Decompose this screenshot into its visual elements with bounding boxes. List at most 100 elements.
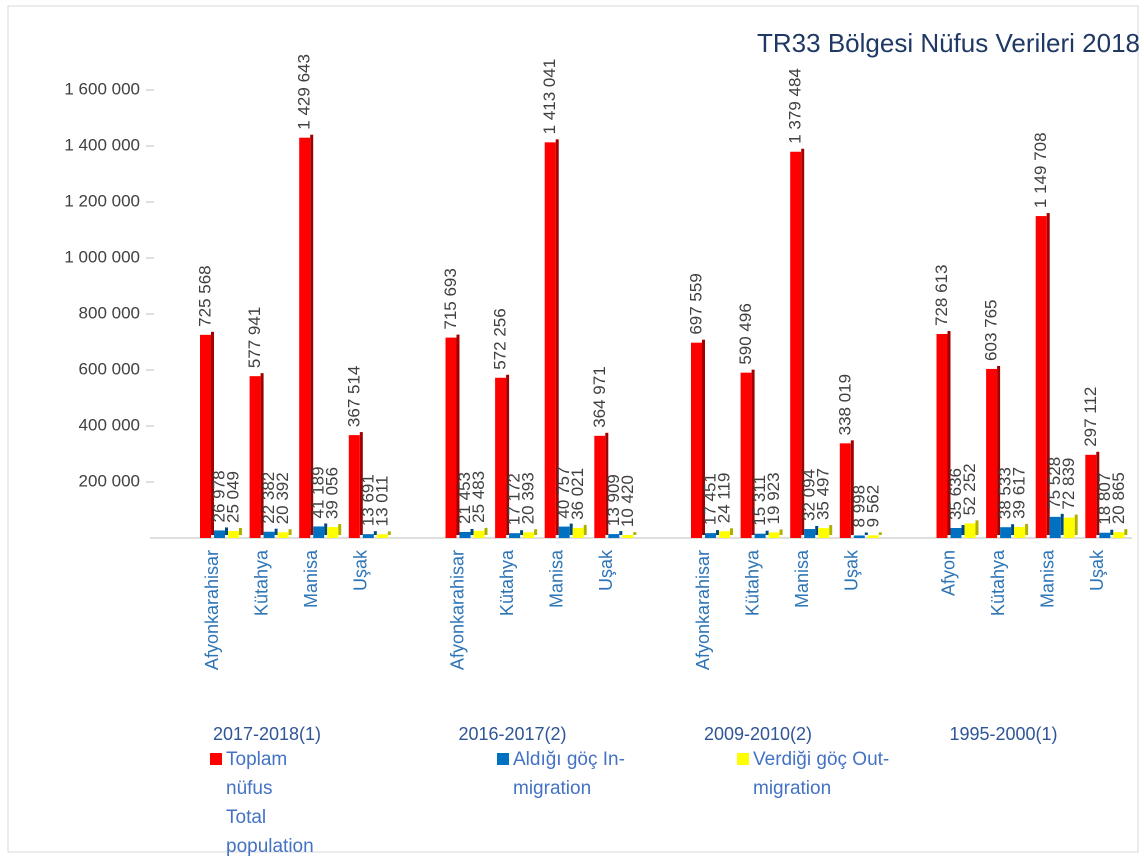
data-label: 26 978 bbox=[209, 470, 228, 522]
bar bbox=[523, 532, 535, 538]
chart-title: TR33 Bölgesi Nüfus Verileri 2018 bbox=[757, 28, 1140, 58]
bar-side bbox=[779, 529, 783, 535]
data-label: 725 568 bbox=[195, 265, 214, 326]
x-tick-label: Afyonkarahisar bbox=[693, 550, 713, 670]
bar-side bbox=[633, 532, 637, 535]
bar bbox=[313, 526, 325, 538]
data-label: 20 865 bbox=[1109, 472, 1128, 524]
y-tick-label: 1 000 000 bbox=[64, 247, 140, 266]
x-tick-label: Uşak bbox=[1087, 549, 1107, 591]
data-label: 72 839 bbox=[1059, 458, 1078, 510]
bar bbox=[445, 337, 457, 538]
data-label: 17 172 bbox=[505, 473, 524, 525]
bar bbox=[299, 137, 311, 539]
bar-side bbox=[1060, 513, 1064, 535]
bar-side bbox=[1110, 529, 1114, 535]
bar-side bbox=[211, 331, 214, 535]
bar bbox=[608, 534, 620, 538]
data-label: 36 021 bbox=[568, 468, 587, 520]
bar-side bbox=[1124, 529, 1128, 535]
bar bbox=[473, 530, 485, 538]
bar bbox=[804, 529, 816, 538]
bar bbox=[509, 533, 521, 538]
bar-side bbox=[506, 374, 510, 535]
bar bbox=[594, 435, 606, 538]
data-label: 13 691 bbox=[358, 474, 377, 526]
data-label: 25 049 bbox=[223, 471, 242, 523]
bar bbox=[719, 531, 730, 538]
data-label: 39 056 bbox=[323, 467, 342, 519]
data-label: 35 636 bbox=[946, 468, 965, 520]
data-label: 32 094 bbox=[800, 469, 819, 521]
bar-side bbox=[1046, 213, 1050, 535]
data-label: 577 941 bbox=[245, 307, 264, 368]
bar bbox=[754, 533, 766, 538]
bar bbox=[853, 535, 865, 538]
data-label: 697 559 bbox=[686, 273, 705, 334]
x-tick-label: Manisa bbox=[792, 549, 812, 608]
bar-side bbox=[456, 334, 460, 535]
bar bbox=[263, 531, 275, 538]
data-label: 1 429 643 bbox=[295, 54, 314, 130]
y-tick-label: 1 200 000 bbox=[64, 191, 140, 210]
bar bbox=[277, 532, 289, 538]
bar bbox=[964, 523, 976, 538]
x-tick-label: Manisa bbox=[1037, 549, 1057, 608]
bar-side bbox=[815, 526, 819, 535]
data-label: 338 019 bbox=[835, 374, 854, 435]
data-label: 13 909 bbox=[604, 474, 623, 526]
bar-side bbox=[1011, 524, 1015, 535]
bar-side bbox=[1096, 451, 1100, 535]
bar-side bbox=[310, 134, 314, 536]
bar bbox=[459, 531, 471, 538]
legend-label: Verdiği göç Out-migration bbox=[753, 749, 890, 799]
bar bbox=[495, 377, 507, 538]
x-tick-label: Kütahya bbox=[251, 549, 271, 616]
data-label: 1 379 484 bbox=[786, 68, 805, 144]
bar bbox=[1014, 526, 1026, 538]
data-label: 40 757 bbox=[554, 467, 573, 519]
chart-border bbox=[7, 5, 1139, 853]
bar-side bbox=[484, 527, 488, 535]
bar bbox=[1085, 454, 1097, 538]
data-label: 17 451 bbox=[700, 473, 719, 525]
bar-side bbox=[997, 365, 1001, 535]
y-tick-label: 1 400 000 bbox=[64, 135, 140, 154]
group-label: 2016-2017(2) bbox=[458, 724, 566, 744]
legend-swatch bbox=[737, 753, 749, 765]
bar-side bbox=[359, 432, 363, 535]
x-tick-label: Afyon bbox=[938, 550, 958, 596]
bar-side bbox=[730, 528, 733, 535]
x-tick-label: Kütahya bbox=[988, 549, 1008, 616]
bar bbox=[1035, 216, 1047, 538]
bar bbox=[1049, 516, 1061, 538]
data-label: 21 453 bbox=[455, 472, 474, 524]
bar bbox=[1099, 532, 1111, 538]
legend-item: Aldığı göç In-migration bbox=[497, 745, 663, 803]
bar bbox=[950, 528, 962, 538]
x-tick-label: Manisa bbox=[546, 549, 566, 608]
data-label: 715 693 bbox=[441, 268, 460, 329]
data-label: 20 393 bbox=[519, 472, 538, 524]
bar-side bbox=[864, 532, 868, 535]
data-label: 10 420 bbox=[618, 475, 637, 527]
bar-side bbox=[850, 440, 854, 535]
bar-side bbox=[878, 532, 882, 535]
bar bbox=[790, 151, 802, 538]
x-tick-label: Afyonkarahisar bbox=[447, 550, 467, 670]
data-label: 9 562 bbox=[863, 485, 882, 528]
bar-side bbox=[716, 530, 719, 535]
bar bbox=[867, 535, 879, 538]
data-label: 297 112 bbox=[1081, 387, 1100, 447]
bar-side bbox=[569, 523, 573, 535]
bar bbox=[936, 333, 948, 538]
data-label: 22 382 bbox=[259, 472, 278, 524]
bar-side bbox=[583, 524, 587, 535]
y-tick-label: 400 000 bbox=[79, 415, 140, 434]
data-label: 1 149 708 bbox=[1031, 132, 1050, 208]
bar bbox=[376, 534, 388, 538]
bar bbox=[622, 535, 634, 538]
bar-side bbox=[520, 530, 524, 535]
bar-side bbox=[1025, 523, 1029, 535]
